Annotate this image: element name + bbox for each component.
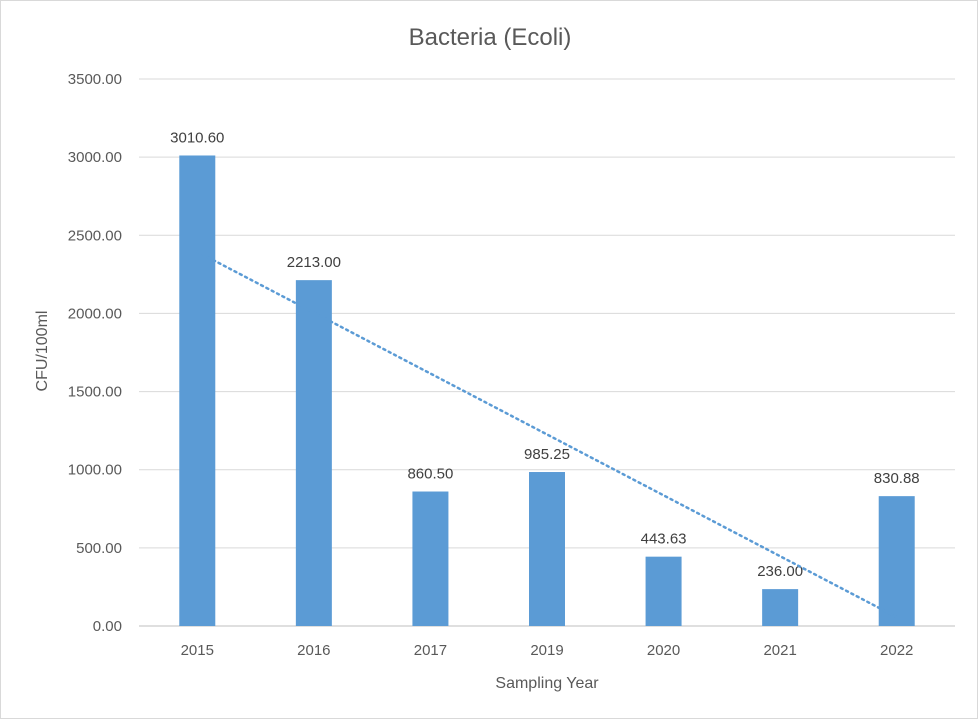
x-tick-label: 2016	[297, 642, 330, 659]
bar	[645, 556, 682, 626]
data-label: 860.50	[407, 466, 453, 483]
x-tick-label: 2019	[530, 642, 563, 659]
data-label: 2213.00	[287, 254, 341, 271]
bar	[529, 472, 565, 626]
bar	[295, 280, 332, 626]
y-tick-label: 3500.00	[68, 71, 122, 88]
y-axis-title: CFU/100ml	[34, 311, 51, 392]
bar	[878, 496, 915, 626]
x-tick-label: 2015	[181, 642, 214, 659]
bar	[412, 491, 449, 626]
data-label: 3010.60	[170, 129, 224, 146]
y-tick-label: 1000.00	[68, 462, 122, 479]
y-tick-label: 1500.00	[68, 384, 122, 401]
y-axis-ticks: 0.00 500.00 1000.00 1500.00 2000.00 2500.00 30…	[68, 71, 122, 635]
y-tick-label: 2000.00	[68, 305, 122, 322]
data-labels: 3010.60 2213.00 860.50 985.25 443.63 236.00 83…	[170, 129, 919, 580]
bars	[179, 155, 915, 627]
data-label: 985.25	[524, 446, 570, 463]
chart-title: Bacteria (Ecoli)	[409, 24, 572, 51]
data-label: 830.88	[874, 470, 920, 487]
y-tick-label: 0.00	[93, 618, 122, 635]
gridlines	[139, 78, 955, 627]
trendline-group	[196, 250, 898, 619]
data-label: 443.63	[641, 531, 687, 548]
data-label: 236.00	[757, 563, 803, 580]
y-tick-label: 3000.00	[68, 149, 122, 166]
bar	[179, 155, 216, 627]
x-tick-label: 2020	[647, 642, 680, 659]
y-tick-label: 500.00	[76, 540, 122, 557]
x-axis-title: Sampling Year	[495, 675, 599, 692]
x-tick-label: 2017	[414, 642, 447, 659]
y-tick-label: 2500.00	[68, 227, 122, 244]
bar	[762, 589, 799, 626]
trendline	[196, 250, 898, 619]
x-tick-label: 2021	[763, 642, 796, 659]
x-axis-ticks: 2015 2016 2017 2019 2020 2021 2022	[181, 642, 914, 659]
x-tick-label: 2022	[880, 642, 913, 659]
